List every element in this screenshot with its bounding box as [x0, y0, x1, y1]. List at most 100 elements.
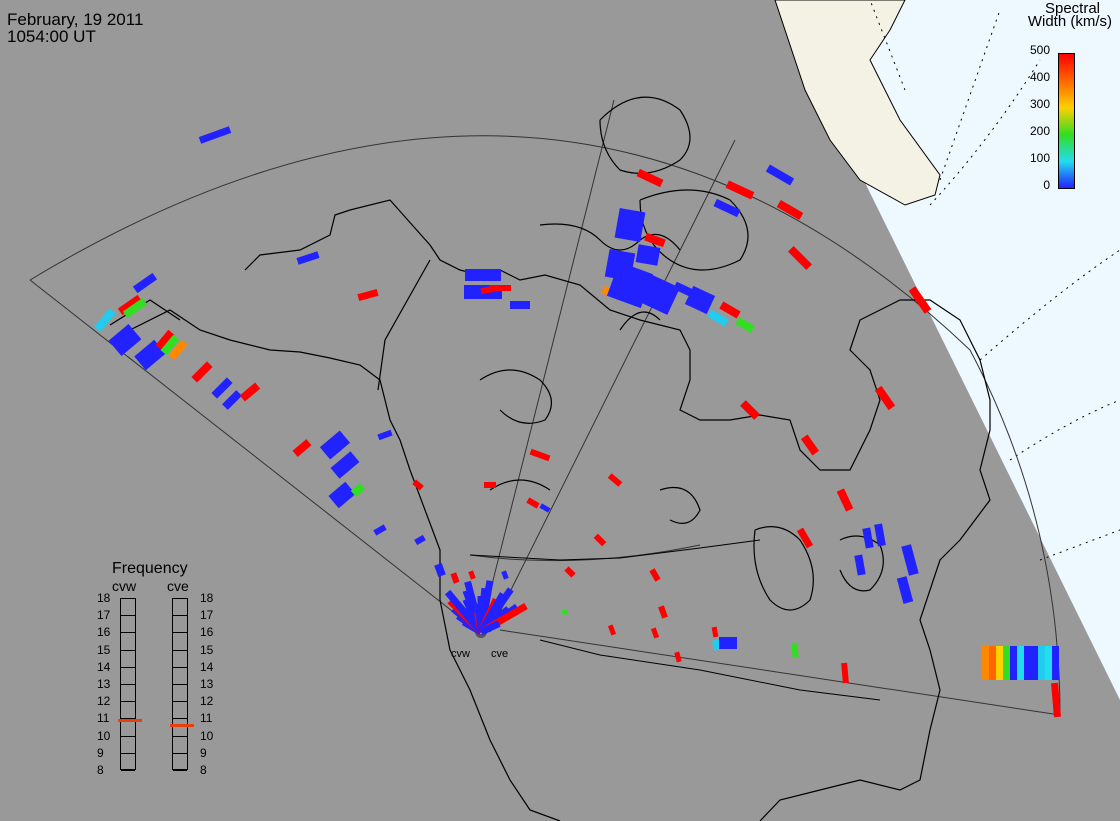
- echo-cell: [607, 473, 623, 487]
- far-range-echo: [1010, 646, 1017, 680]
- echo-cell: [901, 544, 919, 576]
- echo-cell: [480, 285, 496, 295]
- echo-cell: [593, 533, 607, 547]
- frequency-scale-label: 12: [97, 694, 111, 709]
- echo-cell: [607, 624, 617, 636]
- far-range-echo: [1045, 646, 1052, 680]
- echo-cell: [862, 527, 874, 549]
- echo-cell: [713, 198, 741, 218]
- echo-cell: [414, 534, 426, 546]
- echo-cell: [711, 626, 719, 638]
- echo-cell: [108, 323, 142, 357]
- frequency-scale-label: 12: [200, 694, 214, 709]
- frequency-scale-label: 11: [97, 711, 110, 726]
- frequency-scale-label: 15: [97, 642, 111, 657]
- echo-cell: [765, 164, 795, 186]
- echo-cell: [350, 483, 366, 497]
- colorbar: [1058, 53, 1075, 189]
- echo-cell: [735, 317, 755, 333]
- echo-cell: [836, 488, 854, 512]
- colorbar-tick-200: 200: [1029, 124, 1050, 138]
- echo-cell: [412, 479, 424, 491]
- echo-cell: [319, 430, 351, 460]
- echo-cell: [94, 308, 116, 332]
- echo-cell: [908, 286, 932, 314]
- echo-cell: [606, 261, 654, 309]
- frequency-scale-label: 13: [97, 677, 111, 691]
- echo-cell: [719, 637, 737, 649]
- echo-cell: [636, 168, 664, 188]
- echo-cell: [635, 244, 661, 266]
- field-of-view: [29, 99, 1061, 716]
- echo-cell: [468, 570, 476, 580]
- echo-cell: [239, 382, 261, 402]
- echo-cell: [649, 568, 661, 582]
- colorbar-tick-400: 400: [1029, 70, 1050, 84]
- echo-cell: [800, 434, 820, 456]
- near-range-echo: [479, 620, 501, 636]
- echo-cell: [155, 329, 175, 351]
- cvw-frequency-ladder: [118, 598, 142, 771]
- cve-column-label: cve: [167, 578, 189, 594]
- echo-cell: [740, 400, 760, 420]
- echo-cell: [562, 609, 568, 615]
- far-range-echo: [1003, 646, 1010, 680]
- frequency-scale-label: 9: [97, 745, 104, 760]
- echo-cell: [1051, 682, 1061, 718]
- echo-cell: [674, 651, 682, 663]
- coastlines: [109, 96, 991, 821]
- frequency-marker: [170, 724, 194, 728]
- echo-cell: [787, 245, 813, 271]
- time-label: 1054:00 UT: [7, 27, 96, 46]
- greenland-ice: [774, 0, 941, 206]
- echo-cell: [330, 451, 360, 479]
- frequency-scale-label: 9: [200, 745, 207, 760]
- frequency-scale-label: 15: [200, 642, 214, 657]
- frequency-scale-label: 14: [200, 659, 214, 674]
- echo-cell: [658, 605, 668, 619]
- colorbar-tick-0: 0: [1043, 178, 1050, 192]
- far-range-echo: [1017, 646, 1024, 680]
- echo-cell: [168, 339, 188, 361]
- colorbar-title-line2: Width (km/s): [1027, 13, 1112, 30]
- far-range-echo: [1038, 646, 1045, 680]
- frequency-title: Frequency: [112, 560, 188, 577]
- echo-cell: [684, 285, 716, 315]
- echo-cell: [841, 662, 849, 684]
- echo-cell: [328, 481, 356, 509]
- frequency-scale-label: 8: [200, 763, 207, 777]
- far-range-echo: [982, 646, 989, 680]
- far-range-echo: [989, 646, 996, 680]
- frequency-scale-label: 10: [200, 728, 214, 743]
- echo-cell: [465, 269, 501, 281]
- echo-cell: [564, 566, 576, 578]
- echo-cell: [644, 232, 666, 248]
- frequency-scale-label: 14: [97, 659, 111, 674]
- date-label: February, 19 2011: [7, 10, 144, 29]
- frequency-scale-label: 17: [200, 608, 214, 623]
- far-range-echo: [1052, 646, 1059, 680]
- echo-cell: [501, 570, 509, 580]
- echo-cell: [134, 339, 166, 371]
- scatter-echoes: [94, 126, 1061, 718]
- frequency-scale-label: 13: [200, 677, 214, 691]
- echo-cell: [776, 200, 804, 220]
- echo-cell: [539, 503, 551, 513]
- echo-cell: [357, 289, 379, 301]
- echo-cell: [450, 572, 460, 584]
- echo-cell: [377, 429, 393, 441]
- colorbar-title-line1: Spectral: [1044, 0, 1100, 17]
- frequency-scale-label: 8: [97, 763, 104, 777]
- echo-cell: [117, 294, 143, 316]
- echo-cell: [132, 272, 158, 294]
- frequency-scale-label: 16: [200, 625, 214, 640]
- far-range-echo: [1024, 646, 1031, 680]
- far-range-echo: [996, 646, 1003, 680]
- echo-cell: [484, 482, 496, 488]
- echo-cell: [854, 554, 866, 576]
- frequency-scale-label: 11: [200, 711, 213, 726]
- echo-cell: [707, 309, 729, 327]
- echo-cell: [614, 207, 646, 243]
